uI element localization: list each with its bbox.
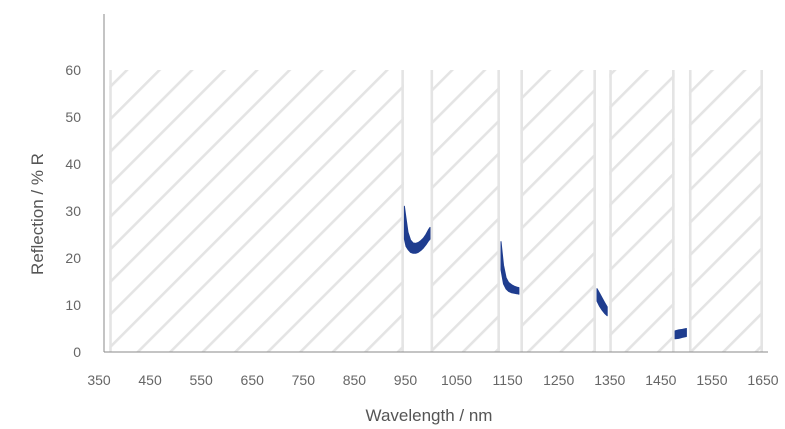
- y-tick-label: 10: [65, 297, 81, 313]
- x-tick-label: 950: [394, 372, 418, 388]
- x-tick-label: 350: [87, 372, 111, 388]
- y-tick-label: 60: [65, 62, 81, 78]
- x-tick-label: 450: [138, 372, 162, 388]
- hatched-region-4: [609, 70, 675, 352]
- x-tick-label: 550: [189, 372, 213, 388]
- x-tick-label: 1450: [645, 372, 676, 388]
- x-tick-label: 1050: [441, 372, 472, 388]
- y-axis-title: Reflection / % R: [28, 153, 47, 275]
- x-tick-label: 1550: [696, 372, 727, 388]
- x-tick-label: 1250: [543, 372, 574, 388]
- hatched-region-3: [520, 70, 596, 352]
- x-tick-label: 1650: [747, 372, 778, 388]
- axes: [103, 14, 768, 353]
- x-tick-label: 850: [343, 372, 367, 388]
- y-tick-label: 40: [65, 156, 81, 172]
- x-tick-label: 650: [241, 372, 265, 388]
- hatched-regions: [109, 70, 764, 352]
- x-tick-label: 750: [292, 372, 316, 388]
- reflection-band-2: [500, 241, 520, 295]
- x-tick-label: 1150: [493, 372, 523, 388]
- reflection-bands: [403, 205, 687, 340]
- hatched-region-1: [109, 70, 404, 352]
- reflection-band-3: [596, 288, 608, 317]
- x-axis-title: Wavelength / nm: [366, 406, 493, 425]
- y-tick-label: 0: [73, 344, 81, 360]
- x-tick-label: 1350: [594, 372, 625, 388]
- reflection-band-4: [674, 328, 687, 340]
- tick-labels: 0 10 20 30 40 50 60 350 450 550 650 750 850 950 1050 11…: [65, 62, 778, 388]
- y-tick-label: 30: [65, 203, 81, 219]
- y-tick-label: 20: [65, 250, 81, 266]
- y-tick-label: 50: [65, 109, 81, 125]
- hatched-region-5: [688, 70, 763, 352]
- reflection-band-1: [403, 205, 431, 254]
- hatched-region-2: [430, 70, 500, 352]
